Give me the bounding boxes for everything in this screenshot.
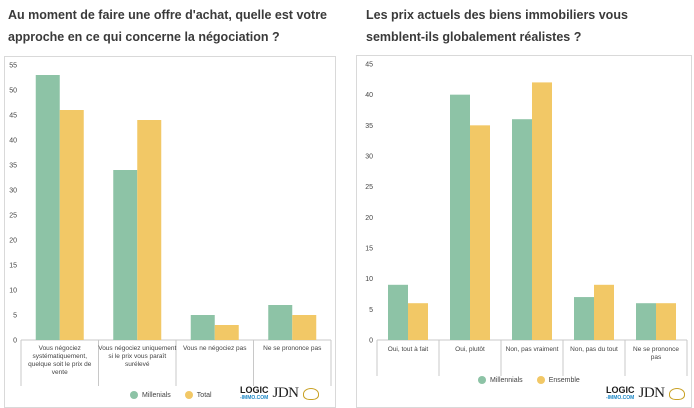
right-bar-series2 bbox=[594, 284, 614, 340]
left-category-label: Vous négociez uniquement bbox=[98, 345, 176, 352]
logic-logo-text: LOGIC bbox=[240, 384, 269, 395]
right-category-label: Oui, plutôt bbox=[455, 346, 485, 353]
jdn-logo: JDN bbox=[272, 385, 300, 401]
right-bar-series2 bbox=[408, 303, 428, 340]
left-ytick-label: 15 bbox=[9, 263, 17, 270]
right-bar-series1 bbox=[574, 297, 594, 340]
right-ytick-label: 40 bbox=[365, 92, 373, 99]
right-ytick-label: 0 bbox=[369, 338, 373, 345]
left-ytick-label: 45 bbox=[9, 113, 17, 120]
jdn-logo: JDN bbox=[638, 385, 666, 401]
right-logos: LOGIC -IMMO.COM JDN bbox=[606, 385, 685, 402]
right-legend: Millennials Ensemble bbox=[478, 376, 580, 384]
left-category-label: quelque soit le prix de bbox=[28, 361, 92, 368]
left-category-label: Ne se prononce pas bbox=[263, 345, 322, 352]
right-bar-series2 bbox=[470, 125, 490, 340]
right-ytick-label: 15 bbox=[365, 246, 373, 253]
left-ytick-label: 0 bbox=[13, 338, 17, 345]
left-bar-series2 bbox=[292, 315, 317, 340]
left-legend-item-millenials: Millenials bbox=[130, 391, 171, 399]
left-ytick-label: 5 bbox=[13, 313, 17, 320]
right-legend-item-ensemble: Ensemble bbox=[536, 376, 580, 384]
partner-logo-icon bbox=[668, 387, 685, 400]
right-ytick-label: 25 bbox=[365, 184, 373, 191]
left-legend-item-total: Total bbox=[184, 391, 212, 399]
logic-logo-subtext: -IMMO.COM bbox=[606, 394, 635, 401]
left-bar-series1 bbox=[268, 305, 293, 340]
left-bar-series2 bbox=[59, 110, 84, 340]
right-category-label: Oui, tout à fait bbox=[388, 346, 429, 353]
logic-logo-text: LOGIC bbox=[606, 384, 635, 395]
legend-dot-total-icon bbox=[184, 391, 193, 399]
right-chart-frame: 0 5 10 15 20 25 30 35 40 45 Oui, tout à fait Oui, p… bbox=[356, 55, 692, 408]
logic-logo-subtext: -IMMO.COM bbox=[240, 394, 269, 401]
left-logos: LOGIC -IMMO.COM JDN bbox=[240, 385, 319, 402]
left-ytick-label: 35 bbox=[9, 163, 17, 170]
left-chart-title: Au moment de faire une offre d'achat, qu… bbox=[8, 8, 328, 44]
legend-dot-ensemble-icon bbox=[536, 376, 545, 384]
right-ytick-label: 30 bbox=[365, 154, 373, 161]
left-ytick-label: 10 bbox=[9, 288, 17, 295]
right-chart-panel: Les prix actuels des biens immobiliers v… bbox=[352, 0, 694, 408]
left-ytick-label: 55 bbox=[9, 63, 17, 70]
right-category-label: pas bbox=[651, 354, 662, 361]
left-ytick-label: 40 bbox=[9, 138, 17, 145]
left-category-label: Vous négociez bbox=[39, 345, 81, 352]
right-legend-label-ensemble: Ensemble bbox=[548, 376, 580, 384]
right-category-label: Non, pas vraiment bbox=[506, 346, 559, 353]
left-ytick-label: 20 bbox=[9, 238, 17, 245]
right-category-label: Non, pas du tout bbox=[570, 346, 618, 353]
right-ytick-label: 5 bbox=[369, 307, 373, 314]
left-bar-series1 bbox=[35, 75, 60, 340]
right-category-label: Ne se prononce bbox=[633, 346, 679, 353]
left-legend-label-millenials: Millenials bbox=[142, 391, 171, 399]
left-category-label: systématiquement, bbox=[32, 353, 87, 360]
legend-dot-millennials-icon bbox=[478, 376, 486, 384]
right-bar-series2 bbox=[532, 82, 552, 341]
right-ytick-label: 20 bbox=[365, 215, 373, 222]
left-category-label: si le prix vous paraît bbox=[108, 353, 166, 360]
left-ytick-label: 30 bbox=[9, 188, 17, 195]
legend-dot-millenials-icon bbox=[130, 391, 138, 399]
right-legend-label-millennials: Millennials bbox=[490, 376, 523, 384]
left-legend-label-total: Total bbox=[196, 391, 212, 399]
right-bar-series1 bbox=[388, 284, 408, 340]
right-chart-title: Les prix actuels des biens immobiliers v… bbox=[366, 8, 628, 44]
left-ytick-label: 50 bbox=[9, 88, 17, 95]
logic-immo-logo: LOGIC -IMMO.COM bbox=[606, 384, 635, 402]
right-ytick-label: 35 bbox=[365, 123, 373, 130]
left-bar-series1 bbox=[190, 315, 215, 340]
left-category-label: vente bbox=[52, 369, 68, 376]
logic-immo-logo: LOGIC -IMMO.COM bbox=[240, 384, 269, 402]
right-bar-series1 bbox=[512, 119, 532, 340]
left-chart-svg: 0 5 10 15 20 25 30 35 40 45 50 55 Vous négociezsysté… bbox=[9, 63, 332, 386]
right-ytick-label: 45 bbox=[365, 62, 373, 69]
right-chart-svg: 0 5 10 15 20 25 30 35 40 45 Oui, tout à fait Oui, p… bbox=[365, 62, 688, 376]
left-bar-series2 bbox=[137, 120, 162, 340]
left-category-label: surélevé bbox=[125, 361, 150, 368]
left-legend: Millenials Total bbox=[130, 391, 212, 399]
left-chart-frame: 0 5 10 15 20 25 30 35 40 45 50 55 Vous négociez systé… bbox=[4, 56, 336, 408]
left-bar-series2 bbox=[214, 325, 239, 340]
left-bar-series1 bbox=[113, 170, 138, 340]
left-ytick-label: 25 bbox=[9, 213, 17, 220]
partner-logo-icon bbox=[302, 387, 319, 400]
right-bar-series1 bbox=[450, 94, 470, 340]
right-bar-series1 bbox=[636, 303, 656, 340]
right-bar-series2 bbox=[656, 303, 676, 340]
right-ytick-label: 10 bbox=[365, 276, 373, 283]
left-category-label: Vous ne négociez pas bbox=[183, 345, 247, 352]
left-chart-panel: Au moment de faire une offre d'achat, qu… bbox=[0, 0, 336, 408]
right-legend-item-millennials: Millennials bbox=[478, 376, 523, 384]
